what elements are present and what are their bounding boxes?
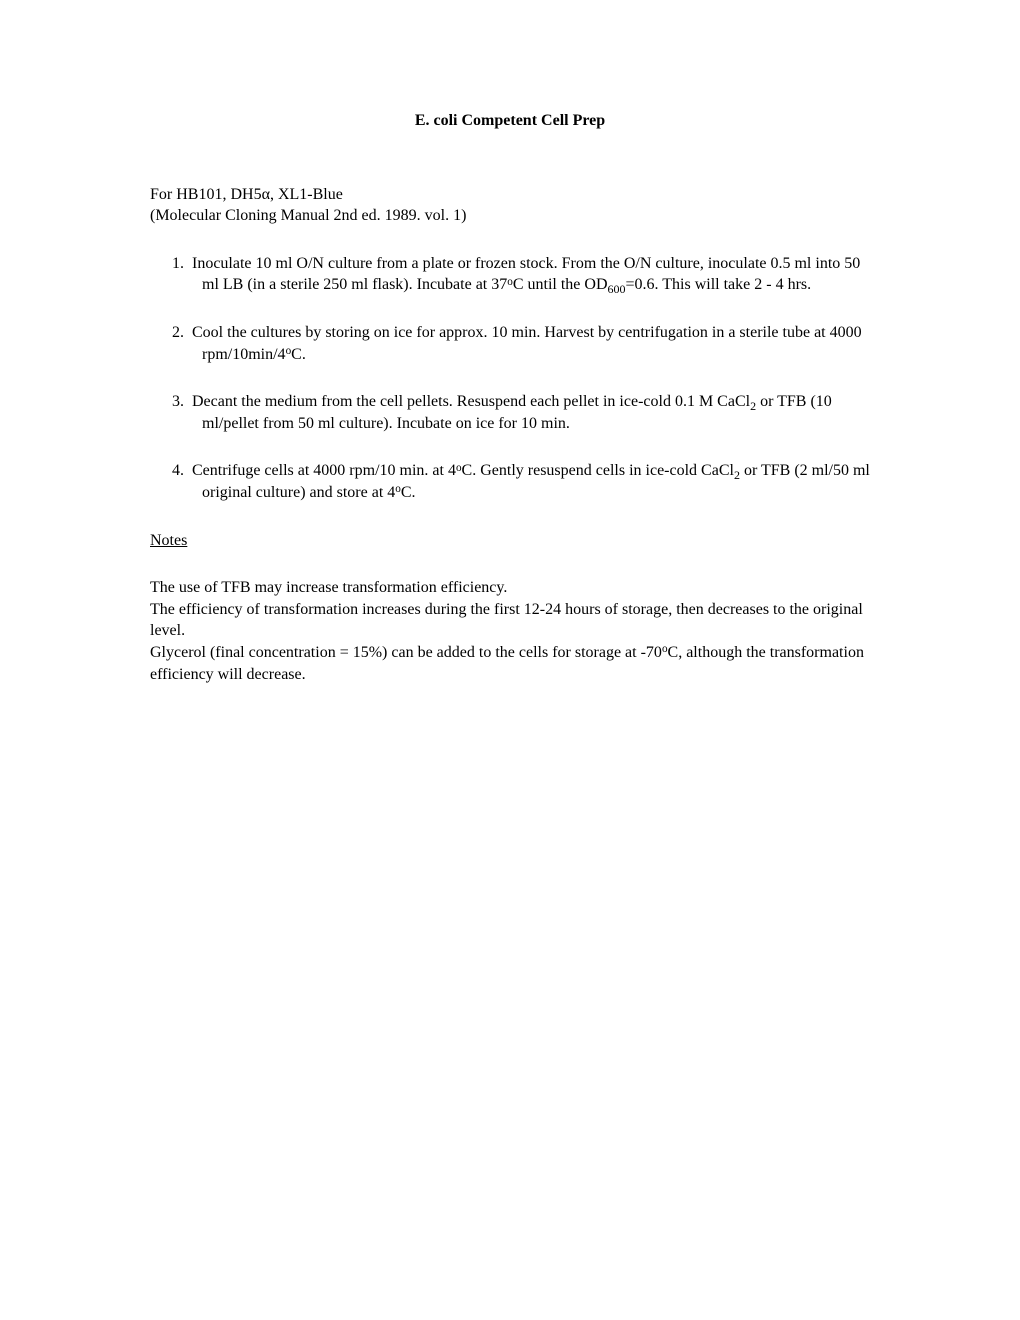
reference-line: (Molecular Cloning Manual 2nd ed. 1989. … [150, 205, 870, 227]
step-text: Centrifuge cells at 4000 rpm/10 min. at … [192, 462, 456, 479]
step-text: =0.6. This will take 2 - 4 hrs. [626, 276, 812, 293]
intro-block: For HB101, DH5α, XL1-Blue (Molecular Clo… [150, 184, 870, 227]
step-4: 4. Centrifuge cells at 4000 rpm/10 min. … [150, 460, 870, 503]
step-text: Decant the medium from the cell pellets.… [192, 393, 750, 410]
step-number: 1. [172, 255, 184, 272]
notes-heading: Notes [150, 530, 870, 552]
step-text: C. Gently resuspend cells in ice-cold Ca… [462, 462, 734, 479]
degree-sup: o [662, 643, 668, 655]
step-2: 2. Cool the cultures by storing on ice f… [150, 322, 870, 365]
subscript: 600 [608, 283, 626, 297]
degree-sup: o [507, 276, 513, 288]
page-title: E. coli Competent Cell Prep [150, 110, 870, 132]
note-line: The efficiency of transformation increas… [150, 601, 863, 640]
note-line: Glycerol (final concentration = 15%) can… [150, 644, 662, 661]
step-1: 1. Inoculate 10 ml O/N culture from a pl… [150, 253, 870, 296]
strain-line: For HB101, DH5α, XL1-Blue [150, 184, 870, 206]
step-text: C until the OD [513, 276, 608, 293]
notes-body: The use of TFB may increase transformati… [150, 577, 870, 685]
degree-sup: o [395, 483, 401, 495]
note-line: The use of TFB may increase transformati… [150, 579, 507, 596]
degree-sup: o [456, 462, 462, 474]
degree-sup: o [286, 345, 292, 357]
strain-suffix: , XL1-Blue [270, 186, 343, 203]
alpha-symbol: α [262, 186, 270, 203]
step-text: C. [291, 346, 306, 363]
step-number: 2. [172, 324, 184, 341]
step-number: 3. [172, 393, 184, 410]
step-number: 4. [172, 462, 184, 479]
strain-prefix: For HB101, DH5 [150, 186, 262, 203]
step-3: 3. Decant the medium from the cell pelle… [150, 391, 870, 434]
step-text: C. [401, 484, 416, 501]
